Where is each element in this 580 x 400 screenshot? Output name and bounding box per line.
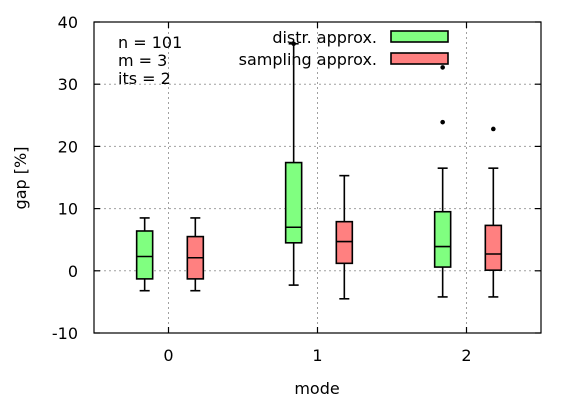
iqr-box: [335, 220, 354, 265]
box-sampling-0: [186, 217, 205, 292]
y-tick-label: 40: [58, 13, 78, 32]
boxes: [135, 41, 503, 300]
outlier-point: [440, 65, 445, 70]
y-tick-label: 0: [68, 262, 78, 281]
box-distr-2: [433, 65, 452, 298]
y-tick-label: -10: [52, 324, 78, 343]
y-tick-label: 30: [58, 75, 78, 94]
x-tick-label: 0: [163, 346, 173, 365]
annotation-n: n = 101: [118, 33, 182, 52]
box-sampling-1: [335, 174, 354, 300]
y-tick-label: 10: [58, 200, 78, 219]
axis-ticks: -10 0 10 20 30 40 0 1 2: [52, 13, 541, 365]
legend-swatch-distr: [390, 30, 449, 43]
outlier-point: [491, 126, 496, 132]
iqr-box: [284, 161, 303, 244]
outlier-point: [291, 41, 296, 47]
grid: [94, 22, 541, 333]
annotation-m: m = 3: [118, 51, 167, 70]
iqr-box: [484, 224, 503, 271]
iqr-box: [433, 210, 452, 268]
box-sampling-2: [484, 126, 503, 298]
annotation-its: its = 2: [118, 69, 171, 88]
legend-label-distr: distr. approx.: [272, 28, 377, 47]
y-axis-label: gap [%]: [11, 147, 30, 210]
x-tick-label: 2: [461, 346, 471, 365]
box-distr-0: [135, 217, 154, 292]
legend-label-sampling: sampling approx.: [239, 50, 377, 69]
y-tick-label: 20: [58, 137, 78, 156]
x-tick-label: 1: [312, 346, 322, 365]
iqr-box: [135, 230, 154, 280]
outlier-point: [440, 119, 445, 125]
box-distr-1: [284, 41, 303, 286]
legend: distr. approx. sampling approx.: [239, 28, 449, 69]
legend-swatch-sampling: [390, 52, 449, 65]
x-axis-label: mode: [294, 379, 339, 398]
